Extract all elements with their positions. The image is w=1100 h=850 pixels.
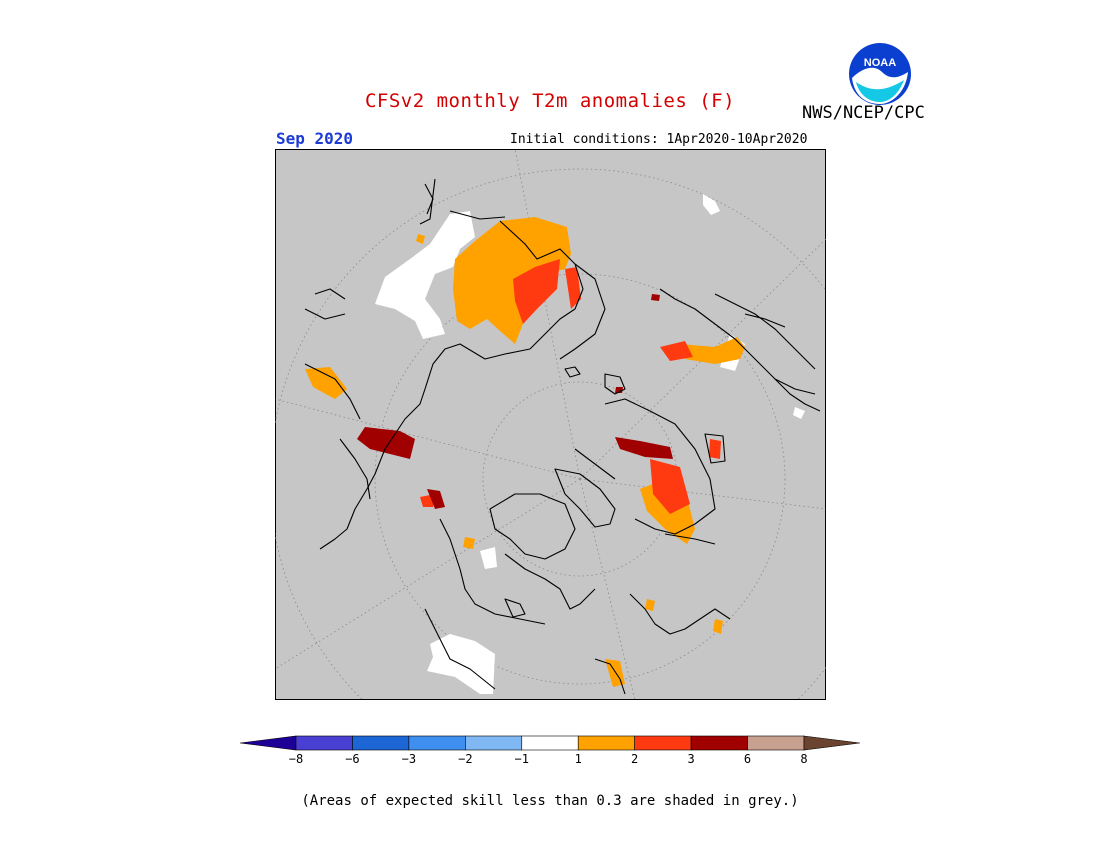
patch-red-iceland: [709, 439, 721, 459]
patch-red-alaska-1: [513, 259, 560, 324]
colorbar-tick-label: 6: [743, 752, 752, 766]
colorbar-bin: [690, 735, 748, 751]
colorbar-bin: [747, 735, 805, 751]
patch-darkred-scandinavia: [615, 437, 673, 459]
colorbar-bin: [803, 735, 860, 751]
colorbar-tick-label: 8: [800, 752, 808, 766]
colorbar-tick-label: −8: [288, 752, 304, 766]
colorbar-bin: [240, 735, 297, 751]
patch-orange-small-5: [416, 234, 425, 244]
patch-red-scandinavia: [650, 459, 690, 514]
coastlines: [304, 178, 821, 695]
patch-red-alaska-2: [565, 267, 581, 309]
agency-label: NWS/NCEP/CPC: [802, 103, 925, 123]
patch-white-canada: [375, 211, 475, 339]
logo-lettering: NOAA: [864, 57, 896, 69]
patch-darkred-hudson: [357, 427, 415, 459]
patch-orange-alaska: [453, 217, 571, 344]
colorbar-tick-label: −1: [514, 752, 529, 766]
patch-white-small-1: [703, 194, 720, 215]
colorbar-tick-label: 3: [687, 752, 695, 766]
colorbar-tick-label: −2: [458, 752, 473, 766]
colorbar-bin: [352, 735, 410, 751]
patch-white-small-3: [793, 407, 805, 419]
initial-conditions: Initial conditions: 1Apr2020-10Apr2020: [510, 132, 808, 147]
patch-orange-small-2: [463, 537, 475, 549]
colorbar-bins: [240, 735, 860, 751]
chart-title: CFSv2 monthly T2m anomalies (F): [364, 90, 736, 112]
noaa-logo-icon: NOAA: [849, 43, 911, 105]
patch-orange-small-4: [645, 599, 655, 611]
patch-orange-small-3: [713, 619, 723, 634]
colorbar-bin: [408, 735, 466, 751]
anomaly-patches: [305, 194, 805, 694]
colorbar-tick-label: 1: [574, 752, 582, 766]
colorbar-bin: [295, 735, 353, 751]
colorbar-tick-label: −3: [401, 752, 417, 766]
skill-footnote: (Areas of expected skill less than 0.3 a…: [301, 793, 799, 809]
patch-orange-east-siberia: [680, 337, 745, 364]
patch-red-east-siberia: [660, 341, 693, 361]
patch-darkred-greenland: [427, 489, 445, 509]
patch-orange-newfoundland: [305, 367, 347, 399]
colorbar-bin: [465, 735, 523, 751]
patch-white-small-2: [480, 547, 497, 569]
patch-darkred-small-2: [651, 294, 660, 301]
colorbar-tick-label: −6: [345, 752, 360, 766]
colorbar-tick-label: 2: [631, 752, 639, 766]
colorbar: [240, 735, 860, 751]
colorbar-bin: [577, 735, 635, 751]
colorbar-bin: [521, 735, 579, 751]
colorbar-bin: [634, 735, 692, 751]
polar-map: [275, 149, 826, 700]
forecast-month: Sep 2020: [276, 129, 354, 148]
